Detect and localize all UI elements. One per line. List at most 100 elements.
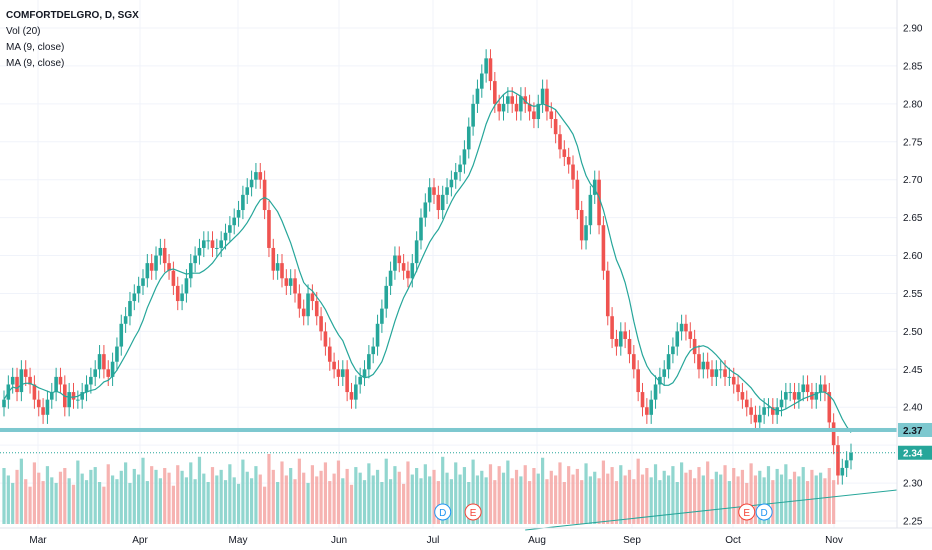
volume-bar [658, 480, 662, 524]
candle-body [301, 308, 306, 317]
candle-body [784, 392, 788, 400]
candle-body [162, 247, 167, 264]
volume-bar [532, 468, 536, 524]
volume-bar [319, 470, 323, 524]
volume-bar [375, 469, 380, 524]
volume-bar [354, 467, 358, 524]
volume-bar [206, 482, 210, 524]
volume-bar [536, 473, 540, 524]
candle-body [262, 179, 267, 211]
y-tick-label: 2.55 [903, 289, 923, 300]
candle-body [219, 240, 223, 248]
volume-bar [349, 484, 354, 524]
candle-body [427, 187, 432, 203]
volume-bar [280, 461, 284, 524]
candle-body [410, 263, 415, 279]
candle-body [849, 452, 853, 461]
candle-body [110, 361, 115, 377]
volume-bar [102, 486, 106, 524]
candle-body [493, 81, 497, 104]
y-tick-label: 2.90 [903, 24, 923, 35]
y-tick-label: 2.60 [903, 251, 923, 262]
volume-bar [15, 469, 19, 524]
volume-bar [449, 479, 453, 524]
volume-bar [37, 472, 41, 524]
candle-body [675, 331, 680, 347]
volume-bar [362, 480, 367, 524]
event-marker[interactable] [464, 503, 482, 521]
volume-bar [593, 471, 597, 524]
candle-body [284, 278, 289, 286]
event-marker[interactable] [434, 503, 452, 521]
volume-bar [19, 458, 23, 524]
volume-bar [619, 465, 623, 524]
volume-bar [471, 459, 475, 524]
volume-bar [597, 478, 601, 524]
volume-bar [488, 464, 493, 524]
volume-bar [719, 474, 723, 524]
volume-bar [310, 465, 314, 524]
candle-body [658, 376, 662, 385]
volume-bar [306, 482, 310, 524]
candle-body [653, 384, 658, 400]
candle-body [510, 96, 514, 104]
candle-body [779, 399, 784, 408]
volume-bar [137, 474, 141, 524]
event-marker[interactable] [755, 503, 773, 521]
volume-bar [402, 483, 406, 524]
candle-body [597, 179, 601, 226]
volume-bar [197, 456, 202, 524]
volume-bar [97, 482, 102, 524]
volume-bar [675, 482, 679, 524]
volume-bar [236, 483, 241, 524]
y-tick-label: 2.45 [903, 365, 923, 376]
candle-body [501, 103, 506, 112]
candle-body [527, 103, 532, 112]
candle-body [23, 369, 28, 377]
volume-bar [67, 478, 71, 524]
moving-average-line [3, 90, 852, 433]
event-marker-label: D [761, 508, 768, 519]
candle-body [788, 392, 792, 394]
volume-bar [328, 481, 332, 524]
candle-body [175, 285, 180, 302]
volume-bar [771, 480, 775, 524]
volume-bar [336, 460, 341, 524]
candle-body [697, 354, 701, 370]
trend-line[interactable] [525, 489, 898, 531]
candle-body [579, 210, 584, 241]
candle-body [354, 384, 358, 400]
candle-body [275, 263, 280, 271]
volume-bar [645, 468, 649, 524]
volume-bar [584, 463, 588, 524]
candle-body [280, 263, 284, 279]
candle-body [545, 88, 549, 112]
volume-indicator-label: Vol (20) [6, 26, 41, 37]
volume-bar [688, 469, 692, 524]
candle-body [571, 164, 575, 180]
event-marker[interactable] [738, 503, 756, 521]
volume-bar [254, 466, 258, 524]
volume-bar [519, 476, 523, 524]
volume-bar [814, 475, 818, 524]
resistance-line[interactable] [0, 427, 897, 432]
volume-bar [263, 486, 267, 524]
candle-body [618, 331, 623, 347]
candle-body [36, 399, 41, 408]
volume-bar [258, 474, 262, 524]
candle-body [705, 361, 710, 370]
volume-bar [210, 467, 215, 524]
candle-body [488, 58, 493, 82]
volume-bar [167, 472, 171, 524]
candle-body [662, 369, 667, 377]
volume-bar [158, 478, 162, 524]
volume-bar [827, 468, 831, 524]
volume-bar [141, 457, 145, 524]
candle-body [792, 392, 797, 400]
candle-body [388, 270, 393, 286]
candle-body [197, 247, 202, 256]
volume-bar [54, 482, 58, 524]
volume-bar [706, 461, 710, 524]
volume-bar [11, 482, 15, 524]
